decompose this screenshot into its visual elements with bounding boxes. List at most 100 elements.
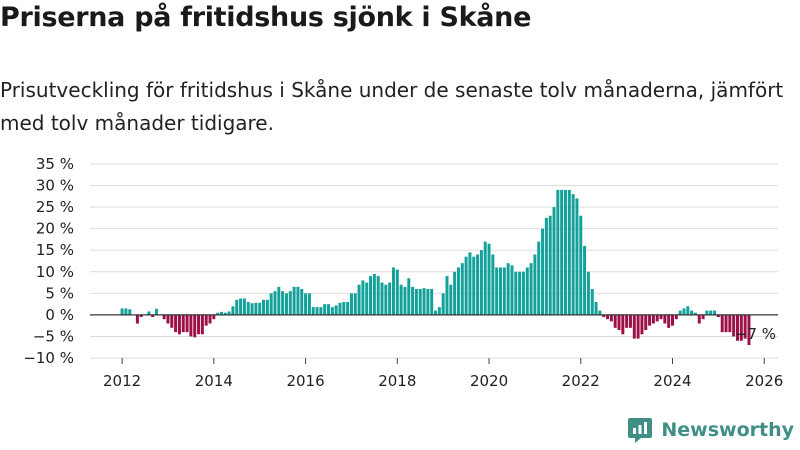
x-tick-label: 2022 xyxy=(562,372,600,390)
bar xyxy=(365,282,369,315)
bar xyxy=(743,314,747,339)
bar xyxy=(330,307,334,315)
bar xyxy=(323,304,327,315)
bar xyxy=(671,314,674,326)
bar xyxy=(487,243,491,315)
bar xyxy=(277,286,281,315)
bar xyxy=(640,314,644,335)
bar xyxy=(135,314,139,324)
y-tick-label: 25 % xyxy=(36,198,74,216)
bar xyxy=(594,301,598,315)
bar xyxy=(506,263,510,315)
bar xyxy=(472,256,476,315)
bar xyxy=(349,293,353,315)
x-tick-label: 2014 xyxy=(195,372,233,390)
chart-subtitle: Prisutveckling för fritidshus i Skåne un… xyxy=(0,78,784,135)
bar xyxy=(216,312,220,315)
bars xyxy=(120,189,751,346)
bar xyxy=(525,267,529,315)
bar xyxy=(407,278,411,315)
bar xyxy=(456,267,460,315)
bar xyxy=(441,293,445,315)
y-tick-label: −5 % xyxy=(33,327,74,345)
bar xyxy=(269,293,273,315)
bar xyxy=(697,314,701,324)
bar xyxy=(606,314,610,320)
bar xyxy=(262,299,266,315)
bar xyxy=(334,305,338,315)
bar xyxy=(189,314,193,337)
bar xyxy=(208,314,212,324)
bar xyxy=(556,189,560,315)
bar xyxy=(621,314,625,335)
bar xyxy=(265,299,269,315)
bar xyxy=(361,280,365,315)
bar xyxy=(426,289,430,315)
bar xyxy=(128,309,132,315)
grid-lines xyxy=(90,163,778,359)
bar xyxy=(281,291,285,315)
bar xyxy=(212,314,216,320)
bar xyxy=(449,284,453,315)
bar xyxy=(529,263,533,315)
bar xyxy=(598,310,602,315)
bar xyxy=(372,273,376,315)
x-tick-label: 2020 xyxy=(470,372,508,390)
bar xyxy=(342,301,346,315)
bar xyxy=(544,217,548,315)
bar xyxy=(174,314,178,333)
bar xyxy=(384,284,388,315)
bar xyxy=(369,276,373,315)
y-tick-label: 35 % xyxy=(36,155,74,173)
bar xyxy=(479,250,483,315)
y-axis-labels: −10 % −5 % 0 % 5 % 10 % 15 % 20 % 25 % 30 % 35 % xyxy=(23,155,74,367)
bar xyxy=(514,271,518,315)
bar xyxy=(560,189,564,315)
bar xyxy=(147,311,151,315)
bar xyxy=(709,310,713,315)
bar xyxy=(391,267,395,315)
bar xyxy=(437,307,441,315)
bar xyxy=(193,314,197,338)
bar xyxy=(338,302,342,315)
bar xyxy=(227,311,231,315)
bar xyxy=(327,304,330,315)
bar xyxy=(311,307,315,315)
last-value-annotation: −7 % xyxy=(735,325,776,343)
bar xyxy=(120,308,124,315)
bar xyxy=(254,302,258,315)
bar xyxy=(346,301,350,315)
x-tick-label: 2012 xyxy=(103,372,141,390)
y-tick-label: −10 % xyxy=(23,349,74,367)
bar xyxy=(468,252,472,315)
x-tick-label: 2018 xyxy=(378,372,416,390)
bar xyxy=(590,289,594,315)
bar xyxy=(445,276,449,315)
bar xyxy=(315,307,319,315)
bar xyxy=(632,314,636,339)
newsworthy-logo-icon xyxy=(628,418,653,443)
bar xyxy=(246,301,250,315)
bar xyxy=(579,215,583,315)
bar xyxy=(300,289,304,315)
bar xyxy=(403,286,407,315)
bar xyxy=(395,269,399,315)
bar xyxy=(739,314,743,341)
bar xyxy=(319,307,323,315)
bar xyxy=(250,303,254,315)
bar xyxy=(552,207,556,315)
bar xyxy=(644,314,648,330)
y-tick-label: 15 % xyxy=(36,241,74,259)
bar xyxy=(399,284,403,315)
newsworthy-logo[interactable]: Newsworthy xyxy=(627,416,794,444)
bar xyxy=(678,310,682,315)
bar xyxy=(563,189,567,315)
bar xyxy=(747,314,751,346)
bar xyxy=(732,314,736,337)
bar xyxy=(170,314,174,328)
bar xyxy=(495,267,499,315)
bar xyxy=(151,314,155,318)
bar xyxy=(583,245,587,315)
bar xyxy=(586,271,590,315)
